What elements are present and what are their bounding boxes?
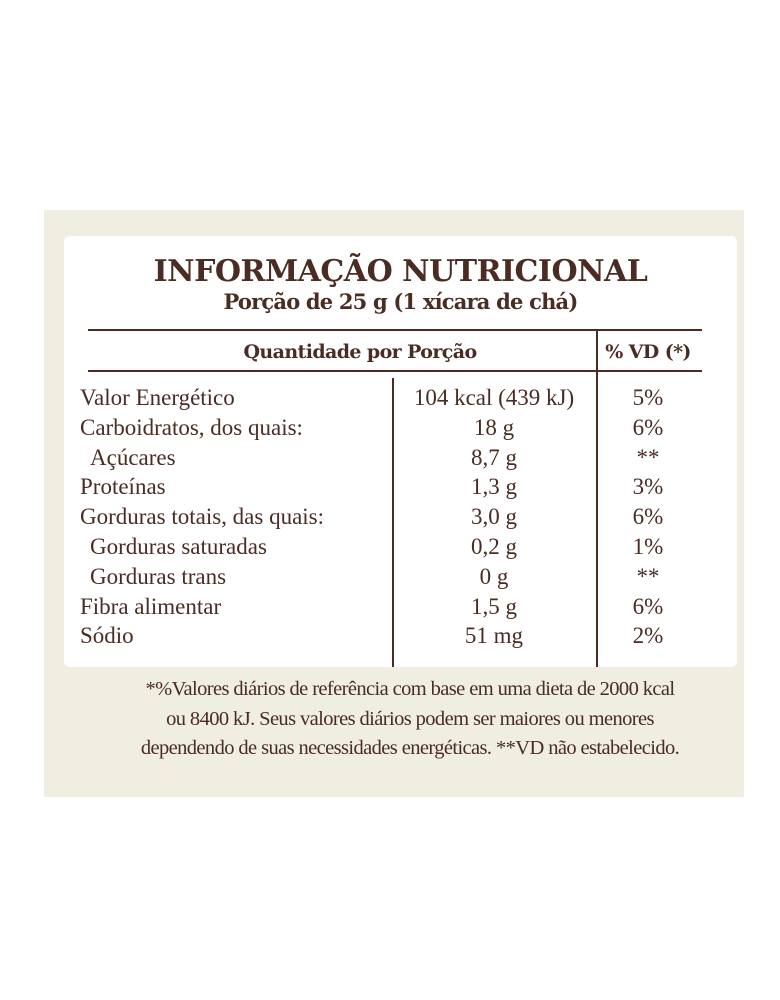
quantity-header: Quantidade por Porção <box>243 341 477 363</box>
nutrient-row: Açúcares 8,7 g ** <box>80 443 700 473</box>
nutrient-name: Gorduras trans <box>90 563 227 589</box>
nutrient-row: Proteínas 1,3 g 3% <box>80 472 700 502</box>
header-top-rule <box>88 329 702 331</box>
nutrient-row: Gorduras trans 0 g ** <box>80 562 700 592</box>
quantity-column-divider <box>392 378 394 667</box>
nutrient-name: Proteínas <box>80 474 166 500</box>
nutrient-name: Gorduras saturadas <box>90 534 267 559</box>
nutrient-name: Gorduras totais, das quais: <box>80 504 325 530</box>
nutrient-vd: 2% <box>632 623 664 649</box>
nutrient-quantity: 1,3 g <box>471 474 517 500</box>
footnote-line: *%Valores diários de referência com base… <box>145 678 675 700</box>
nutrient-vd: 5% <box>632 385 664 410</box>
footnote: *%Valores diários de referência com base… <box>60 675 760 764</box>
nutrient-vd: 6% <box>632 593 664 619</box>
vd-column-divider <box>596 330 598 667</box>
nutrition-card <box>64 236 737 667</box>
nutrient-name: Sódio <box>80 623 134 649</box>
nutrient-vd: 3% <box>632 474 664 500</box>
nutrient-name: Açúcares <box>90 444 176 470</box>
nutrient-name: Valor Energético <box>80 385 235 410</box>
nutrient-row: Gorduras totais, das quais: 3,0 g 6% <box>80 502 700 532</box>
footnote-line: dependendo de suas necessidades energéti… <box>140 737 680 759</box>
nutrient-vd: ** <box>636 444 660 470</box>
header-bottom-rule <box>88 370 702 372</box>
nutrient-row: Valor Energético 104 kcal (439 kJ) 5% <box>80 383 700 413</box>
serving-size: Porção de 25 g (1 xícara de chá) <box>223 289 579 314</box>
nutrient-quantity: 8,7 g <box>471 444 517 470</box>
nutrient-quantity: 18 g <box>473 414 515 440</box>
footnote-line: ou 8400 kJ. Seus valores diários podem s… <box>166 707 654 730</box>
nutrient-name: Carboidratos, dos quais: <box>80 414 303 440</box>
nutrient-row: Sódio 51 mg 2% <box>80 621 700 651</box>
nutrient-vd: ** <box>636 563 660 589</box>
nutrient-row: Gorduras saturadas 0,2 g 1% <box>80 532 700 562</box>
vd-header: % VD (*) <box>605 341 691 363</box>
nutrient-quantity: 51 mg <box>464 623 524 649</box>
nutrient-quantity: 3,0 g <box>471 504 517 530</box>
label-title: INFORMAÇÃO NUTRICIONAL <box>153 254 648 289</box>
nutrient-vd: 6% <box>632 504 664 530</box>
nutrient-quantity: 1,5 g <box>471 593 517 619</box>
nutrient-quantity: 0 g <box>479 563 509 589</box>
nutrient-row: Fibra alimentar 1,5 g 6% <box>80 592 700 622</box>
nutrient-quantity: 104 kcal (439 kJ) <box>413 385 575 410</box>
nutrient-vd: 1% <box>632 534 664 559</box>
nutrient-vd: 6% <box>632 414 664 440</box>
nutrient-row: Carboidratos, dos quais: 18 g 6% <box>80 413 700 443</box>
nutrient-quantity: 0,2 g <box>471 534 517 559</box>
nutrient-name: Fibra alimentar <box>80 593 222 619</box>
